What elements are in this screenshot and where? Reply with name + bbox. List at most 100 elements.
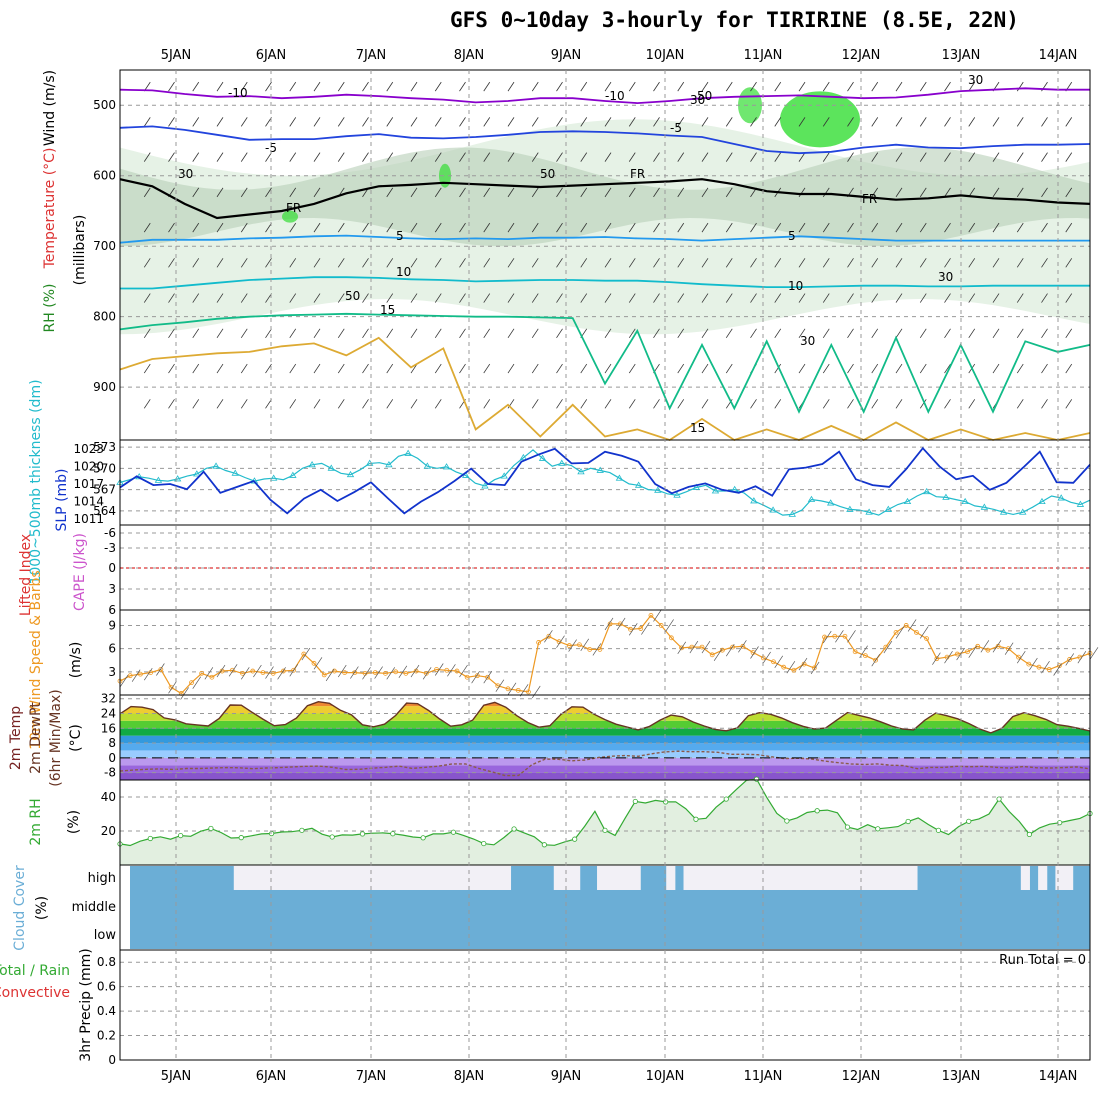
rh-marker (875, 826, 881, 832)
wind-speed-marker (1046, 667, 1052, 672)
thickness-marker (826, 499, 835, 506)
wind-speed-marker (648, 613, 654, 618)
wind-barb (944, 293, 951, 303)
wind-barb (822, 293, 830, 303)
temp-band (120, 735, 1090, 744)
wind-barb (604, 187, 612, 198)
cloud-clear-cell (441, 866, 451, 890)
wind-barb (580, 152, 588, 162)
thickness-marker (308, 461, 316, 468)
cloud-clear-cell (320, 866, 330, 890)
x-tick-label-top: 11JAN (744, 48, 783, 63)
thickness-marker (423, 462, 432, 469)
cloud-clear-cell (726, 866, 736, 890)
wind-barb (531, 187, 539, 198)
cloud-clear-cell (622, 866, 633, 890)
precip-convective-legend: Convective (0, 985, 70, 1001)
wind-speed-marker (1026, 661, 1032, 667)
x-tick-label-top: 12JAN (842, 48, 881, 63)
wind-barb (750, 328, 757, 339)
wind-barb (628, 81, 636, 92)
wind-barb (919, 222, 927, 233)
temp-band (120, 743, 1090, 751)
rh-marker (299, 827, 305, 833)
wind-barb (750, 293, 757, 303)
wind-speed-marker (730, 644, 736, 650)
wind-barb (701, 187, 709, 198)
wind-barb (992, 152, 1000, 162)
wind-barb (1016, 81, 1024, 92)
wind-barb (483, 363, 491, 374)
wind-barb (798, 258, 806, 268)
wind-barb (1065, 152, 1073, 162)
wind-barb (410, 152, 418, 162)
wind-barb (1065, 363, 1073, 374)
wind-barb (1041, 258, 1048, 268)
thickness-marker (404, 449, 412, 456)
wind-barb (604, 617, 614, 631)
wind-barb (689, 640, 699, 654)
wind-barb (677, 117, 685, 127)
wind-barb (192, 363, 200, 374)
thickness-marker (1038, 497, 1046, 505)
wind-speed-marker (566, 643, 572, 648)
wind-barb (459, 664, 468, 678)
wind-barb (289, 258, 297, 268)
wind-barb (968, 222, 976, 233)
cloud-axis-label: Cloud Cover (12, 865, 28, 951)
wind-barb (944, 187, 951, 198)
wind-barb (835, 630, 844, 643)
wind-barb (313, 399, 321, 409)
wind-barb (895, 81, 903, 92)
wind-barb (774, 258, 782, 268)
cloud-clear-cell (302, 866, 313, 890)
thickness-marker (481, 482, 489, 489)
rh-contour-label: 30 (690, 93, 705, 107)
wind-barb (1041, 187, 1048, 198)
wind-barb (240, 667, 250, 680)
wind-barb (725, 81, 733, 92)
wind-barb (240, 258, 248, 268)
wind-barb (919, 363, 927, 374)
wind-barb (871, 187, 879, 198)
wind-barb (1004, 642, 1014, 655)
wind-speed-marker (464, 674, 470, 680)
wind-barb (604, 399, 612, 409)
wind-barb (822, 258, 830, 268)
wind-barb (192, 258, 200, 268)
cloud-clear-cell (899, 866, 909, 890)
cloud-clear-cell (242, 866, 252, 890)
wind-barb (762, 651, 771, 665)
wind-speed-marker (505, 686, 511, 692)
wind-barb (531, 117, 539, 127)
wind-barb (1016, 399, 1024, 409)
cloud-clear-cell (285, 866, 295, 890)
wind-barb (944, 328, 951, 339)
wind-speed-marker (444, 667, 450, 673)
wind-speed-marker (893, 630, 899, 635)
x-tick-label-bottom: 9JAN (551, 1069, 582, 1084)
thickness-marker (846, 505, 854, 512)
wind-barb (507, 222, 515, 233)
wind-barb (653, 187, 660, 198)
wind-barb (992, 293, 1000, 303)
wind-speed-marker (699, 644, 705, 650)
wind-barb (362, 81, 369, 92)
wind-barb (507, 682, 517, 696)
wind-barb (895, 363, 903, 374)
wind-speed-marker (474, 673, 480, 679)
wind-speed-marker (771, 659, 776, 665)
rh-marker (481, 840, 487, 847)
wind-barb (483, 117, 491, 127)
wind-barb (483, 328, 491, 339)
wind-barb (313, 117, 321, 127)
wind-barb (919, 187, 927, 198)
wind-barb (507, 293, 515, 303)
wind-barb (725, 258, 733, 268)
wind-barb (932, 652, 941, 665)
cloud-clear-cell (683, 866, 693, 890)
wind-barb (410, 81, 418, 92)
wind-barb (531, 152, 539, 162)
wind-barb (822, 187, 830, 198)
